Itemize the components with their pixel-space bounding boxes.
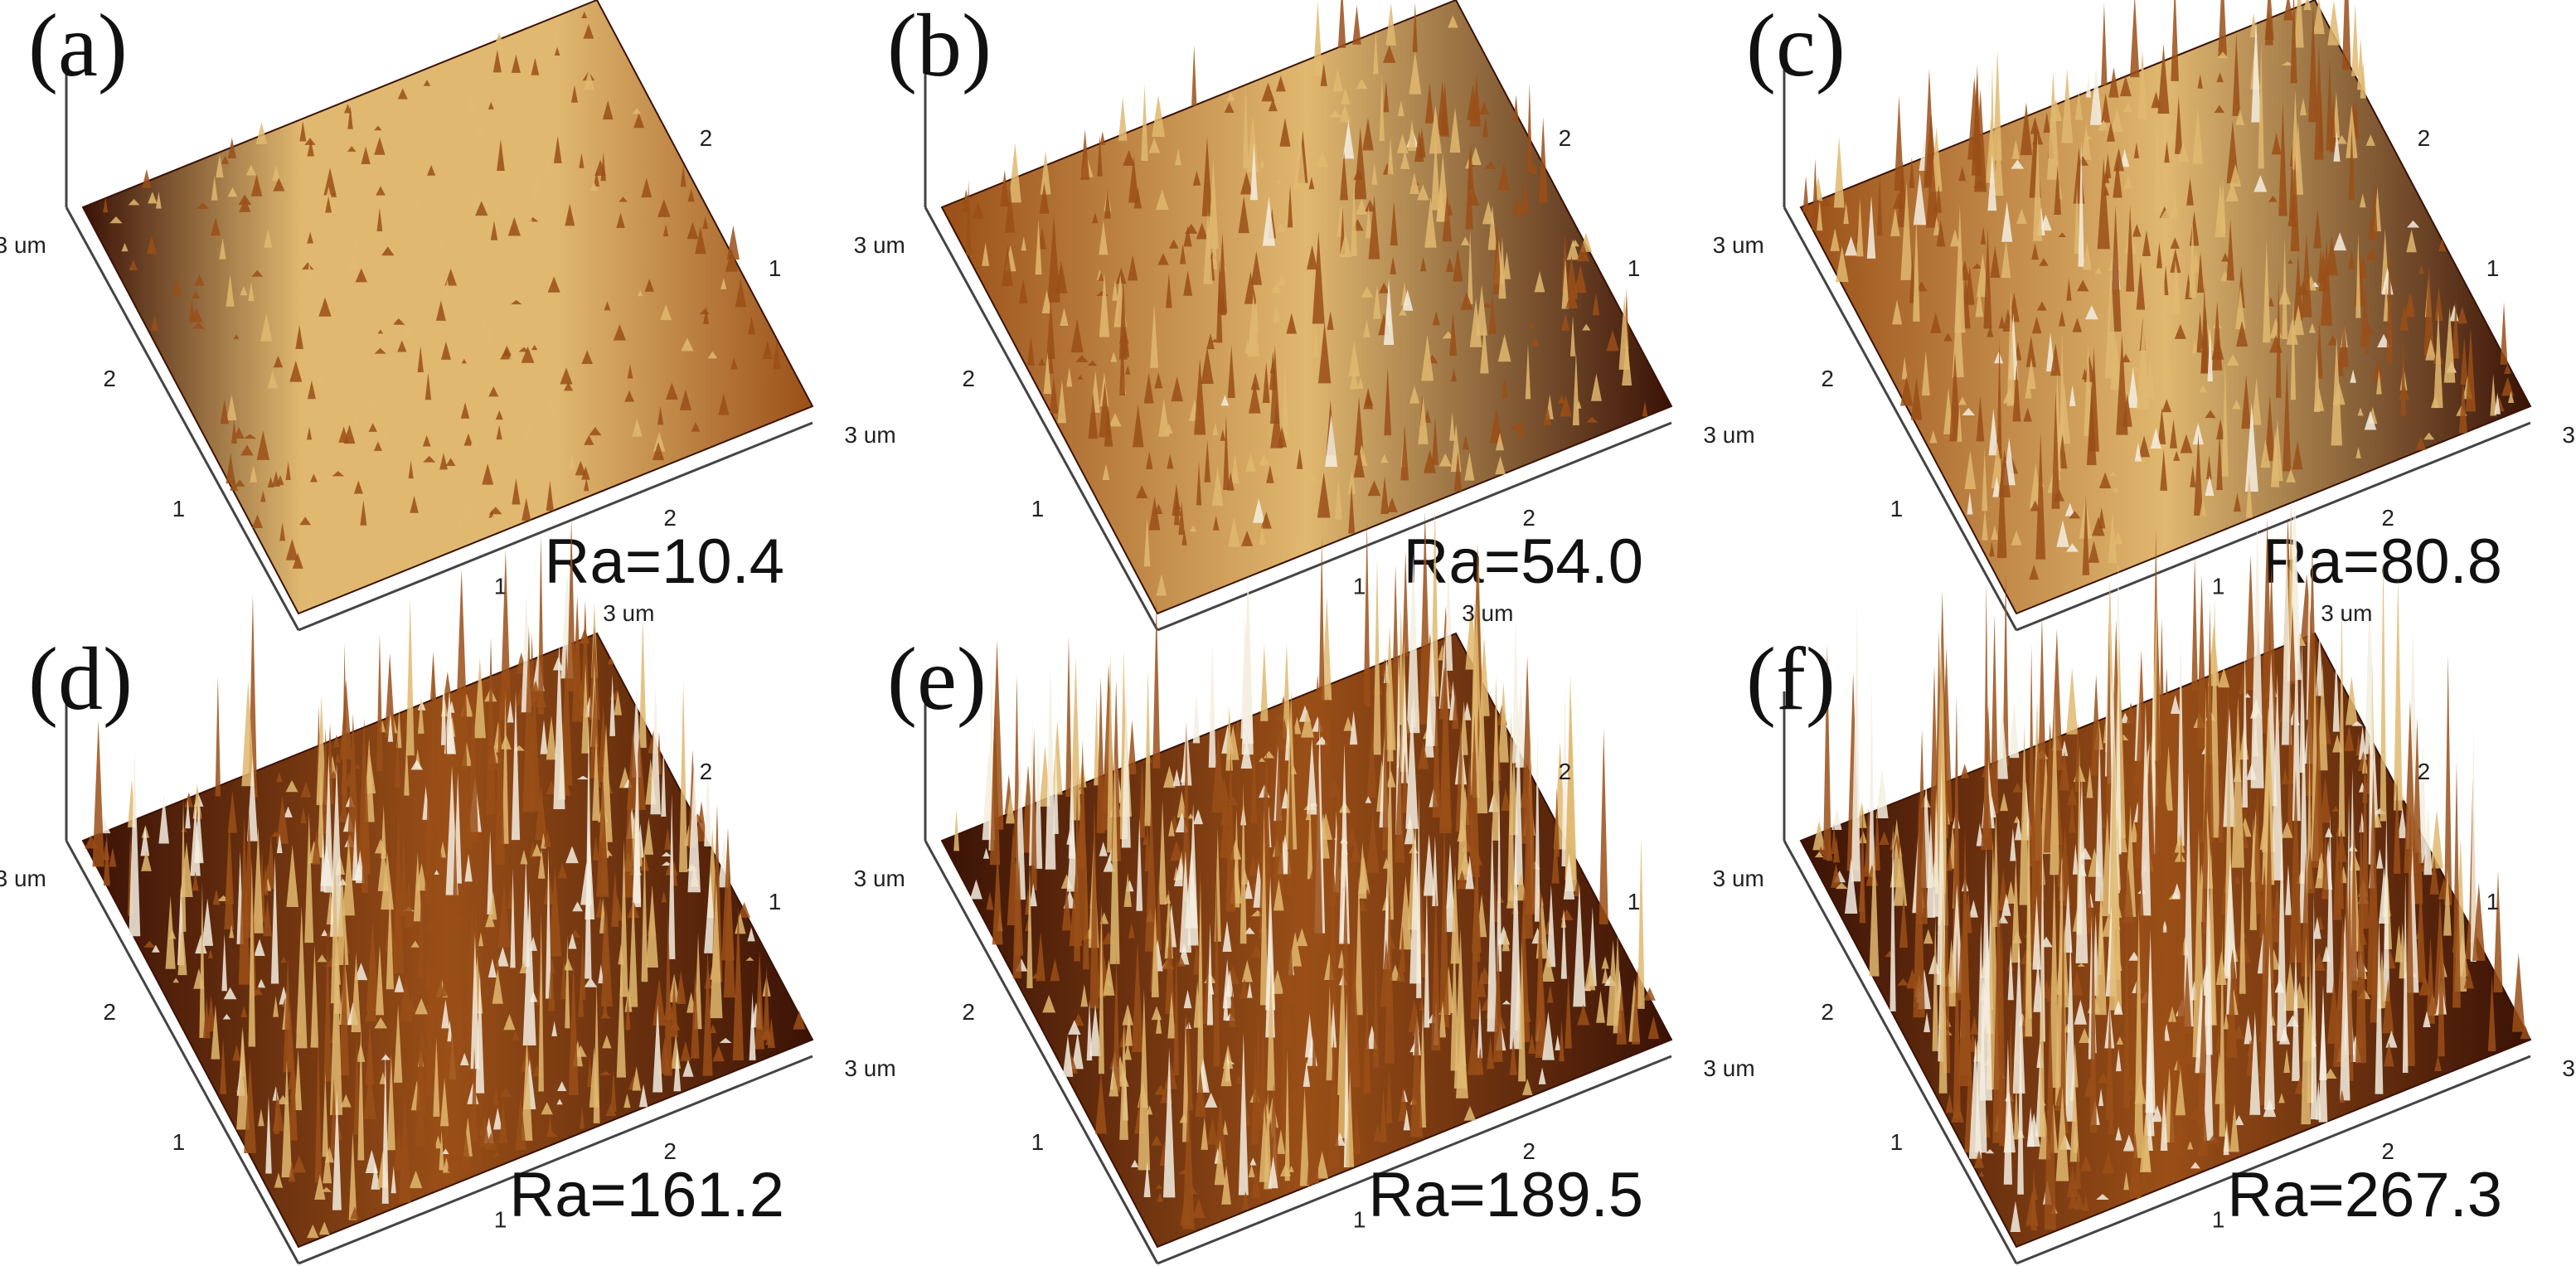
x-axis-unit: 3 um — [1703, 1055, 1754, 1081]
afm-panel: 1 2 3 um 1 2 3 um 1 2 3 um (a) Ra=10.4 — [0, 0, 896, 633]
axis-frame — [65, 691, 813, 1265]
surface-peaks — [103, 11, 781, 599]
roughness-label: Ra=189.5 — [1368, 1160, 1643, 1230]
afm-panel: 1 2 3 um 1 2 3 um 1 2 3 um (d) Ra=161.2 — [0, 519, 896, 1266]
side-axis-unit: 3 um — [603, 600, 654, 626]
afm-panel: 1 2 3 um 1 2 3 um 1 2 3 um (e) Ra=189.5 — [854, 506, 1755, 1266]
y-tick-1: 1 — [172, 1129, 186, 1155]
x-axis-unit: 3 um — [2562, 422, 2576, 448]
x-tick-2: 2 — [663, 1138, 677, 1164]
x-tick-1: 1 — [1353, 573, 1366, 599]
y-tick-1: 1 — [1890, 1129, 1904, 1155]
afm-surface-plot: 1 2 3 um 1 2 3 um 1 2 3 um — [1713, 0, 2576, 632]
side-tick-1: 1 — [769, 255, 782, 281]
side-tick-2: 2 — [1559, 759, 1572, 784]
surface-base — [81, 0, 814, 615]
y-tick-2: 2 — [1821, 366, 1834, 391]
y-tick-1: 1 — [172, 496, 186, 521]
y-tick-2: 2 — [103, 366, 116, 391]
x-tick-2: 2 — [2381, 505, 2394, 531]
y-tick-2: 2 — [962, 999, 975, 1025]
x-tick-1: 1 — [2212, 573, 2225, 599]
surface-peaks — [1812, 499, 2530, 1233]
axis-frame — [65, 58, 813, 632]
y-tick-1: 1 — [1890, 496, 1904, 521]
side-axis-unit: 3 um — [2321, 600, 2372, 626]
y-axis-unit: 3 um — [1713, 232, 1764, 258]
side-tick-1: 1 — [769, 889, 782, 914]
y-axis-unit: 3 um — [854, 232, 905, 258]
x-axis-unit: 3 um — [844, 422, 895, 448]
x-tick-1: 1 — [2212, 1206, 2225, 1232]
x-tick-2: 2 — [1522, 505, 1535, 531]
panel-letter: (a) — [28, 0, 128, 95]
y-axis-unit: 3 um — [0, 866, 46, 891]
side-tick-2: 2 — [2418, 759, 2431, 784]
afm-panel: 1 2 3 um 1 2 3 um 1 2 3 um (c) Ra=80.8 — [1713, 0, 2576, 633]
afm-surface-plot: 1 2 3 um 1 2 3 um 1 2 3 um — [0, 0, 896, 632]
surface-peaks — [962, 0, 1648, 596]
side-tick-2: 2 — [700, 125, 713, 151]
y-axis-unit: 3 um — [1713, 866, 1764, 891]
afm-panel: 1 2 3 um 1 2 3 um 1 2 3 um (f) Ra=267.3 — [1713, 499, 2576, 1266]
axis-frame — [1783, 691, 2531, 1265]
afm-surface-plot: 1 2 3 um 1 2 3 um 1 2 3 um — [0, 519, 896, 1265]
axis-frame — [1783, 58, 2531, 632]
side-axis-unit: 3 um — [1462, 600, 1513, 626]
surface-peaks — [84, 519, 806, 1239]
x-axis-unit: 3 um — [844, 1055, 895, 1081]
roughness-label: Ra=80.8 — [2262, 526, 2502, 597]
panel-letter: (b) — [887, 0, 992, 95]
side-tick-1: 1 — [2486, 255, 2500, 281]
panel-letter: (c) — [1746, 0, 1846, 95]
panel-letter: (f) — [1746, 630, 1836, 729]
y-axis-unit: 3 um — [854, 866, 905, 891]
axis-labels: 1 2 3 um 1 2 3 um 1 2 3 um — [1713, 600, 2576, 1232]
x-tick-2: 2 — [1522, 1138, 1535, 1164]
roughness-label: Ra=54.0 — [1403, 526, 1643, 597]
afm-surface-plot: 1 2 3 um 1 2 3 um 1 2 3 um — [854, 0, 1755, 632]
x-tick-1: 1 — [1353, 1206, 1366, 1232]
y-tick-2: 2 — [962, 366, 975, 391]
roughness-label: Ra=267.3 — [2227, 1160, 2502, 1230]
axis-labels: 1 2 3 um 1 2 3 um 1 2 3 um — [854, 600, 1755, 1232]
surface-peaks — [953, 506, 1660, 1230]
side-tick-2: 2 — [700, 759, 713, 784]
y-tick-2: 2 — [1821, 999, 1834, 1025]
side-tick-1: 1 — [1628, 255, 1641, 281]
surface-peaks — [1802, 0, 2515, 580]
afm-surface-plot: 1 2 3 um 1 2 3 um 1 2 3 um — [854, 506, 1755, 1265]
side-tick-1: 1 — [2486, 889, 2500, 914]
panel-letter: (d) — [28, 630, 133, 729]
axis-frame — [924, 58, 1672, 632]
y-tick-1: 1 — [1031, 496, 1045, 521]
x-tick-2: 2 — [2381, 1138, 2394, 1164]
y-tick-2: 2 — [103, 999, 116, 1025]
x-axis-unit: 3 um — [2562, 1055, 2576, 1081]
panel-letter: (e) — [887, 630, 987, 729]
axis-frame — [924, 691, 1672, 1265]
y-axis-unit: 3 um — [0, 232, 46, 258]
y-tick-1: 1 — [1031, 1129, 1045, 1155]
surface-base — [940, 0, 1673, 615]
axis-labels: 1 2 3 um 1 2 3 um 1 2 3 um — [0, 600, 896, 1232]
afm-surface-plot: 1 2 3 um 1 2 3 um 1 2 3 um — [1713, 499, 2576, 1265]
roughness-label: Ra=10.4 — [544, 526, 784, 597]
x-tick-2: 2 — [663, 505, 677, 531]
roughness-label: Ra=161.2 — [509, 1160, 784, 1230]
x-axis-unit: 3 um — [1703, 422, 1754, 448]
afm-panel: 1 2 3 um 1 2 3 um 1 2 3 um (b) Ra=54.0 — [854, 0, 1755, 633]
x-tick-1: 1 — [494, 1206, 507, 1232]
side-tick-1: 1 — [1628, 889, 1641, 914]
x-tick-1: 1 — [494, 573, 507, 599]
side-tick-2: 2 — [1559, 125, 1572, 151]
side-tick-2: 2 — [2418, 125, 2431, 151]
